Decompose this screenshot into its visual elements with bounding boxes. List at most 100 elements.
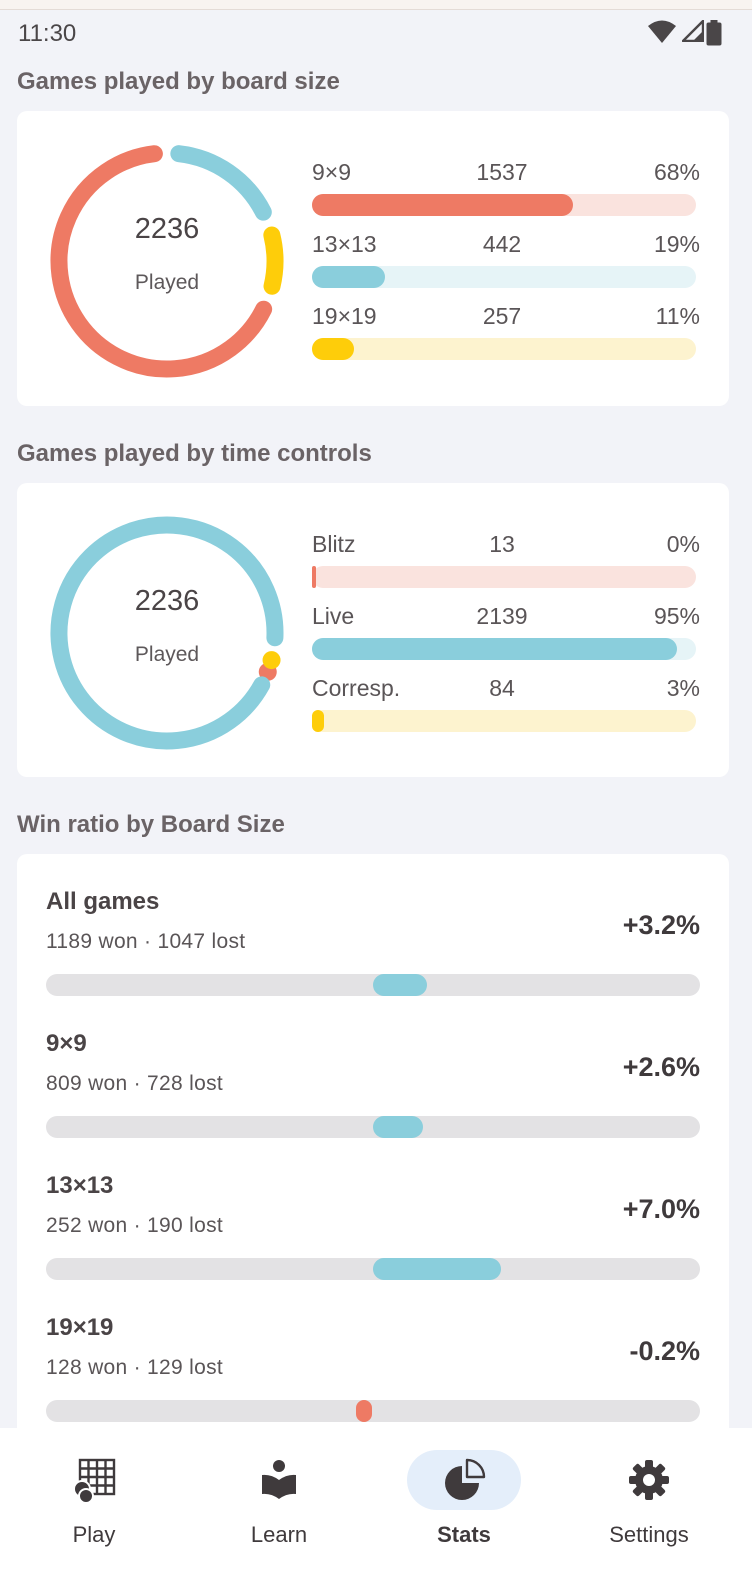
- board-row-9x9: 9×9 1537 68%: [312, 159, 700, 225]
- row-bar-fill: [312, 566, 316, 588]
- pie-chart-icon: [445, 1458, 486, 1500]
- row-bar-track: [312, 266, 696, 288]
- battery-icon: [706, 20, 722, 46]
- row-count: 13: [489, 531, 515, 557]
- nav-play[interactable]: Play: [0, 1428, 188, 1592]
- win-row-name: 9×9: [46, 1030, 87, 1057]
- row-bar-fill: [312, 266, 385, 288]
- row-bar-fill: [312, 338, 355, 360]
- row-percent: 11%: [655, 303, 700, 329]
- nav-learn-label: Learn: [250, 1522, 308, 1547]
- donut-segment-live: [50, 516, 284, 750]
- time-row-blitz: Blitz 13 0%: [312, 531, 700, 597]
- status-time: 11:30: [18, 20, 77, 47]
- win-ratio-track: [46, 1400, 700, 1422]
- time-row-corresp: Corresp. 84 3%: [312, 675, 700, 741]
- row-count: 2139: [476, 603, 528, 629]
- row-percent: 3%: [666, 675, 700, 701]
- board-size-card: 2236 Played 9×9 1537 68% 13×13 442 19% 1…: [17, 111, 729, 406]
- row-count: 84: [489, 675, 515, 701]
- win-row-9x9: 9×9 809 won · 728 lost +2.6%: [46, 1030, 700, 1160]
- signal-icon: [682, 20, 704, 42]
- win-row-ratio: +7.0%: [622, 1194, 700, 1224]
- time-controls-title: Games played by time controls: [17, 440, 372, 467]
- row-percent: 0%: [666, 531, 700, 557]
- win-row-name: All games: [46, 888, 160, 915]
- goban-icon: [73, 1458, 116, 1503]
- time-controls-total-label: Played: [134, 643, 200, 666]
- nav-settings-icon-wrap: [592, 1450, 706, 1510]
- row-bar-fill: [312, 194, 574, 216]
- row-bar-fill: [312, 638, 677, 660]
- win-row-all-games: All games 1189 won · 1047 lost +3.2%: [46, 888, 700, 1018]
- win-ratio-track: [46, 1116, 700, 1138]
- win-row-record: 809 won · 728 lost: [46, 1072, 224, 1095]
- row-bar-track: [312, 194, 696, 216]
- win-ratio-indicator: [356, 1400, 372, 1422]
- row-bar-track: [312, 710, 696, 732]
- row-label: Blitz: [312, 531, 356, 557]
- win-ratio-track: [46, 1258, 700, 1280]
- win-row-ratio: -0.2%: [629, 1336, 700, 1366]
- board-size-total-label: Played: [134, 271, 200, 294]
- win-row-name: 13×13: [46, 1172, 114, 1199]
- nav-settings[interactable]: Settings: [555, 1428, 743, 1592]
- win-ratio-indicator: [373, 1116, 423, 1138]
- donut-segment-corresp: [262, 651, 281, 670]
- top-strip: [0, 0, 752, 10]
- row-percent: 95%: [653, 603, 700, 629]
- row-count: 257: [482, 303, 522, 329]
- win-row-record: 128 won · 129 lost: [46, 1356, 224, 1379]
- win-ratio-card: All games 1189 won · 1047 lost +3.2% 9×9…: [17, 854, 729, 1454]
- book-icon: [262, 1460, 296, 1499]
- row-bar-track: [312, 338, 696, 360]
- win-ratio-title: Win ratio by Board Size: [17, 811, 285, 838]
- bottom-navigation: Play Learn Stats: [0, 1428, 752, 1592]
- win-row-ratio: +3.2%: [622, 910, 700, 940]
- nav-settings-label: Settings: [609, 1522, 689, 1547]
- donut-segment-99: [50, 145, 273, 378]
- row-bar-fill: [312, 710, 324, 732]
- nav-learn[interactable]: Learn: [185, 1428, 373, 1592]
- win-row-19x19: 19×19 128 won · 129 lost -0.2%: [46, 1314, 700, 1444]
- row-count: 442: [482, 231, 522, 257]
- wifi-icon: [648, 20, 676, 43]
- win-row-record: 1189 won · 1047 lost: [46, 930, 246, 953]
- board-row-19x19: 19×19 257 11%: [312, 303, 700, 369]
- board-size-title: Games played by board size: [17, 68, 340, 95]
- time-controls-donut: [50, 516, 284, 750]
- row-label: 9×9: [312, 159, 352, 185]
- row-bar-track: [312, 638, 696, 660]
- nav-stats-icon-wrap: [407, 1450, 521, 1510]
- status-bar: 11:30: [0, 10, 752, 54]
- donut-segment-1919: [263, 226, 284, 295]
- time-controls-total: 2236: [134, 585, 200, 617]
- nav-play-icon-wrap: [37, 1450, 151, 1510]
- time-controls-donut-arcs: [50, 516, 284, 750]
- nav-play-label: Play: [72, 1522, 116, 1547]
- win-row-ratio: +2.6%: [622, 1052, 700, 1082]
- row-bar-track: [312, 566, 696, 588]
- row-label: 19×19: [312, 303, 377, 329]
- win-ratio-track: [46, 974, 700, 996]
- row-count: 1537: [476, 159, 528, 185]
- donut-segment-1313: [170, 145, 272, 221]
- gear-icon: [629, 1460, 669, 1500]
- row-percent: 19%: [653, 231, 700, 257]
- win-ratio-indicator: [373, 974, 427, 996]
- board-row-13x13: 13×13 442 19%: [312, 231, 700, 297]
- time-controls-card: 2236 Played Blitz 13 0% Live 2139 95% Co…: [17, 483, 729, 777]
- win-ratio-indicator: [373, 1258, 502, 1280]
- nav-learn-icon-wrap: [222, 1450, 336, 1510]
- board-size-total: 2236: [134, 213, 200, 245]
- board-size-donut: [50, 145, 284, 378]
- win-row-record: 252 won · 190 lost: [46, 1214, 224, 1237]
- time-row-live: Live 2139 95%: [312, 603, 700, 669]
- row-percent: 68%: [653, 159, 700, 185]
- nav-stats[interactable]: Stats: [370, 1428, 558, 1592]
- row-label: Live: [312, 603, 355, 629]
- row-label: 13×13: [312, 231, 377, 257]
- nav-stats-label: Stats: [437, 1522, 491, 1547]
- win-row-name: 19×19: [46, 1314, 114, 1341]
- win-row-13x13: 13×13 252 won · 190 lost +7.0%: [46, 1172, 700, 1302]
